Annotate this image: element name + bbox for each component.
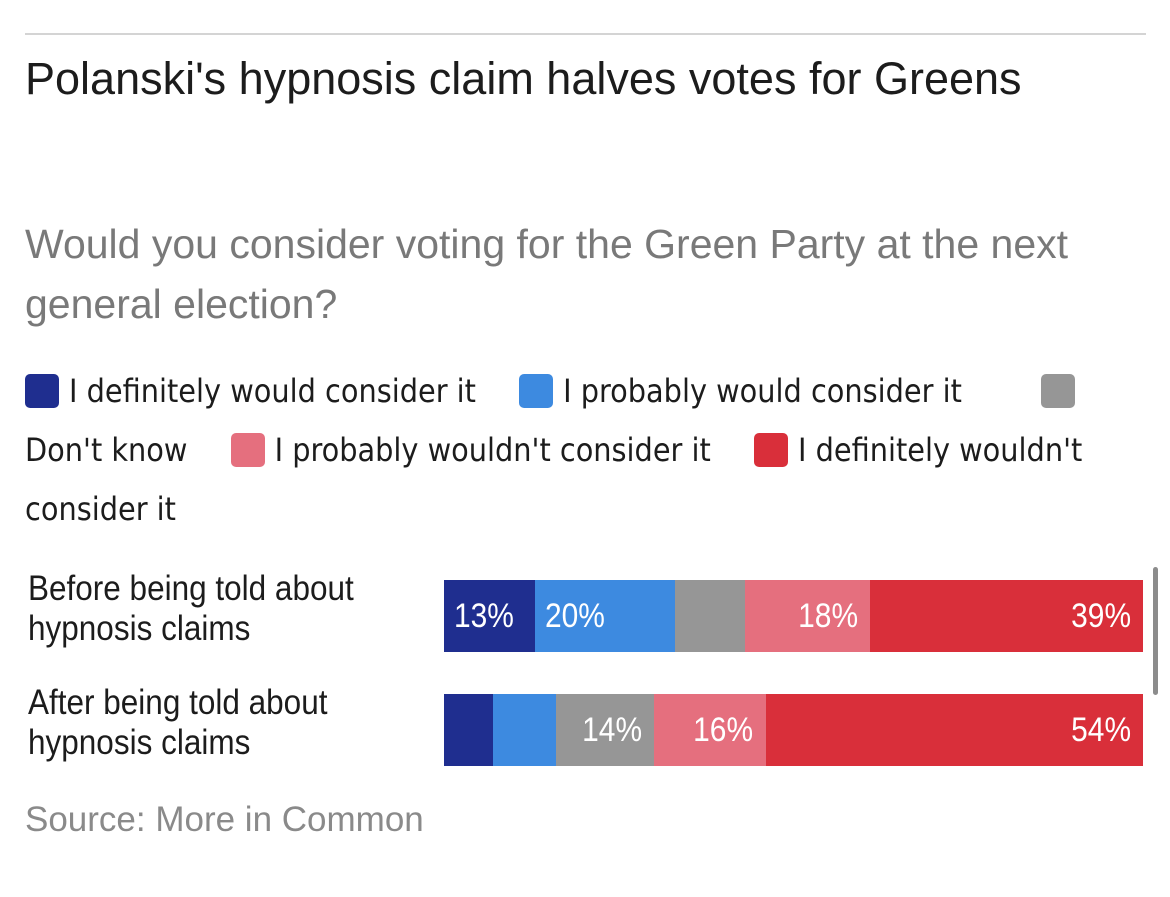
legend-label: I probably wouldn't consider it (274, 431, 711, 469)
legend-item-definitely-wouldnt: I definitely wouldn't consider it (25, 431, 1082, 528)
legend-item-definitely-would: I definitely would consider it (25, 372, 476, 410)
bar-segment-definitely-would (444, 694, 493, 766)
bar-segment-dont-know (674, 580, 745, 652)
source-note: Source: More in Common (25, 800, 424, 839)
bar-segment-probably-wouldnt: 16% (653, 694, 766, 766)
legend-label: I definitely wouldn't consider it (25, 431, 1083, 528)
legend-swatch (519, 374, 554, 408)
bar-segment-probably-would: 20% (534, 580, 675, 652)
data-label: 20% (544, 597, 605, 635)
legend-label: I definitely would consider it (69, 372, 476, 410)
bar-segment-probably-wouldnt: 18% (744, 580, 871, 652)
legend-item-dont-know: Don't know (25, 372, 1085, 469)
legend: I definitely would consider it I probabl… (25, 362, 1105, 539)
legend-swatch (230, 433, 265, 467)
data-label: 39% (1071, 597, 1131, 635)
bar-segment-dont-know: 14% (555, 694, 654, 766)
chart-title: Polanski's hypnosis claim halves votes f… (25, 53, 1022, 104)
scrollbar[interactable] (1153, 567, 1158, 695)
data-label: 14% (581, 711, 642, 749)
chart-subtitle: Would you consider voting for the Green … (25, 221, 1069, 327)
data-label: 16% (693, 711, 754, 749)
data-label: 13% (454, 597, 514, 635)
data-label: 54% (1071, 711, 1131, 749)
legend-item-probably-wouldnt: I probably wouldn't consider it (230, 431, 711, 469)
bar-segment-probably-would (492, 694, 556, 766)
top-divider (25, 33, 1146, 35)
row-label-before: Before being told about hypnosis claims (28, 569, 354, 648)
legend-item-probably-would: I probably would consider it (519, 372, 962, 410)
legend-swatch (753, 433, 788, 467)
legend-label: I probably would consider it (563, 372, 962, 410)
bar-segment-definitely-wouldnt: 39% (870, 580, 1143, 652)
legend-swatch (1041, 374, 1076, 408)
legend-label: Don't know (25, 431, 188, 469)
legend-swatch (25, 374, 59, 408)
row-label-after: After being told about hypnosis claims (28, 683, 328, 762)
data-label: 18% (798, 597, 859, 635)
bar-after: 14% 16% 54% (444, 694, 1143, 766)
bar-segment-definitely-would: 13% (444, 580, 535, 652)
bar-segment-definitely-wouldnt: 54% (765, 694, 1143, 766)
bar-before: 13% 20% 18% 39% (444, 580, 1143, 652)
